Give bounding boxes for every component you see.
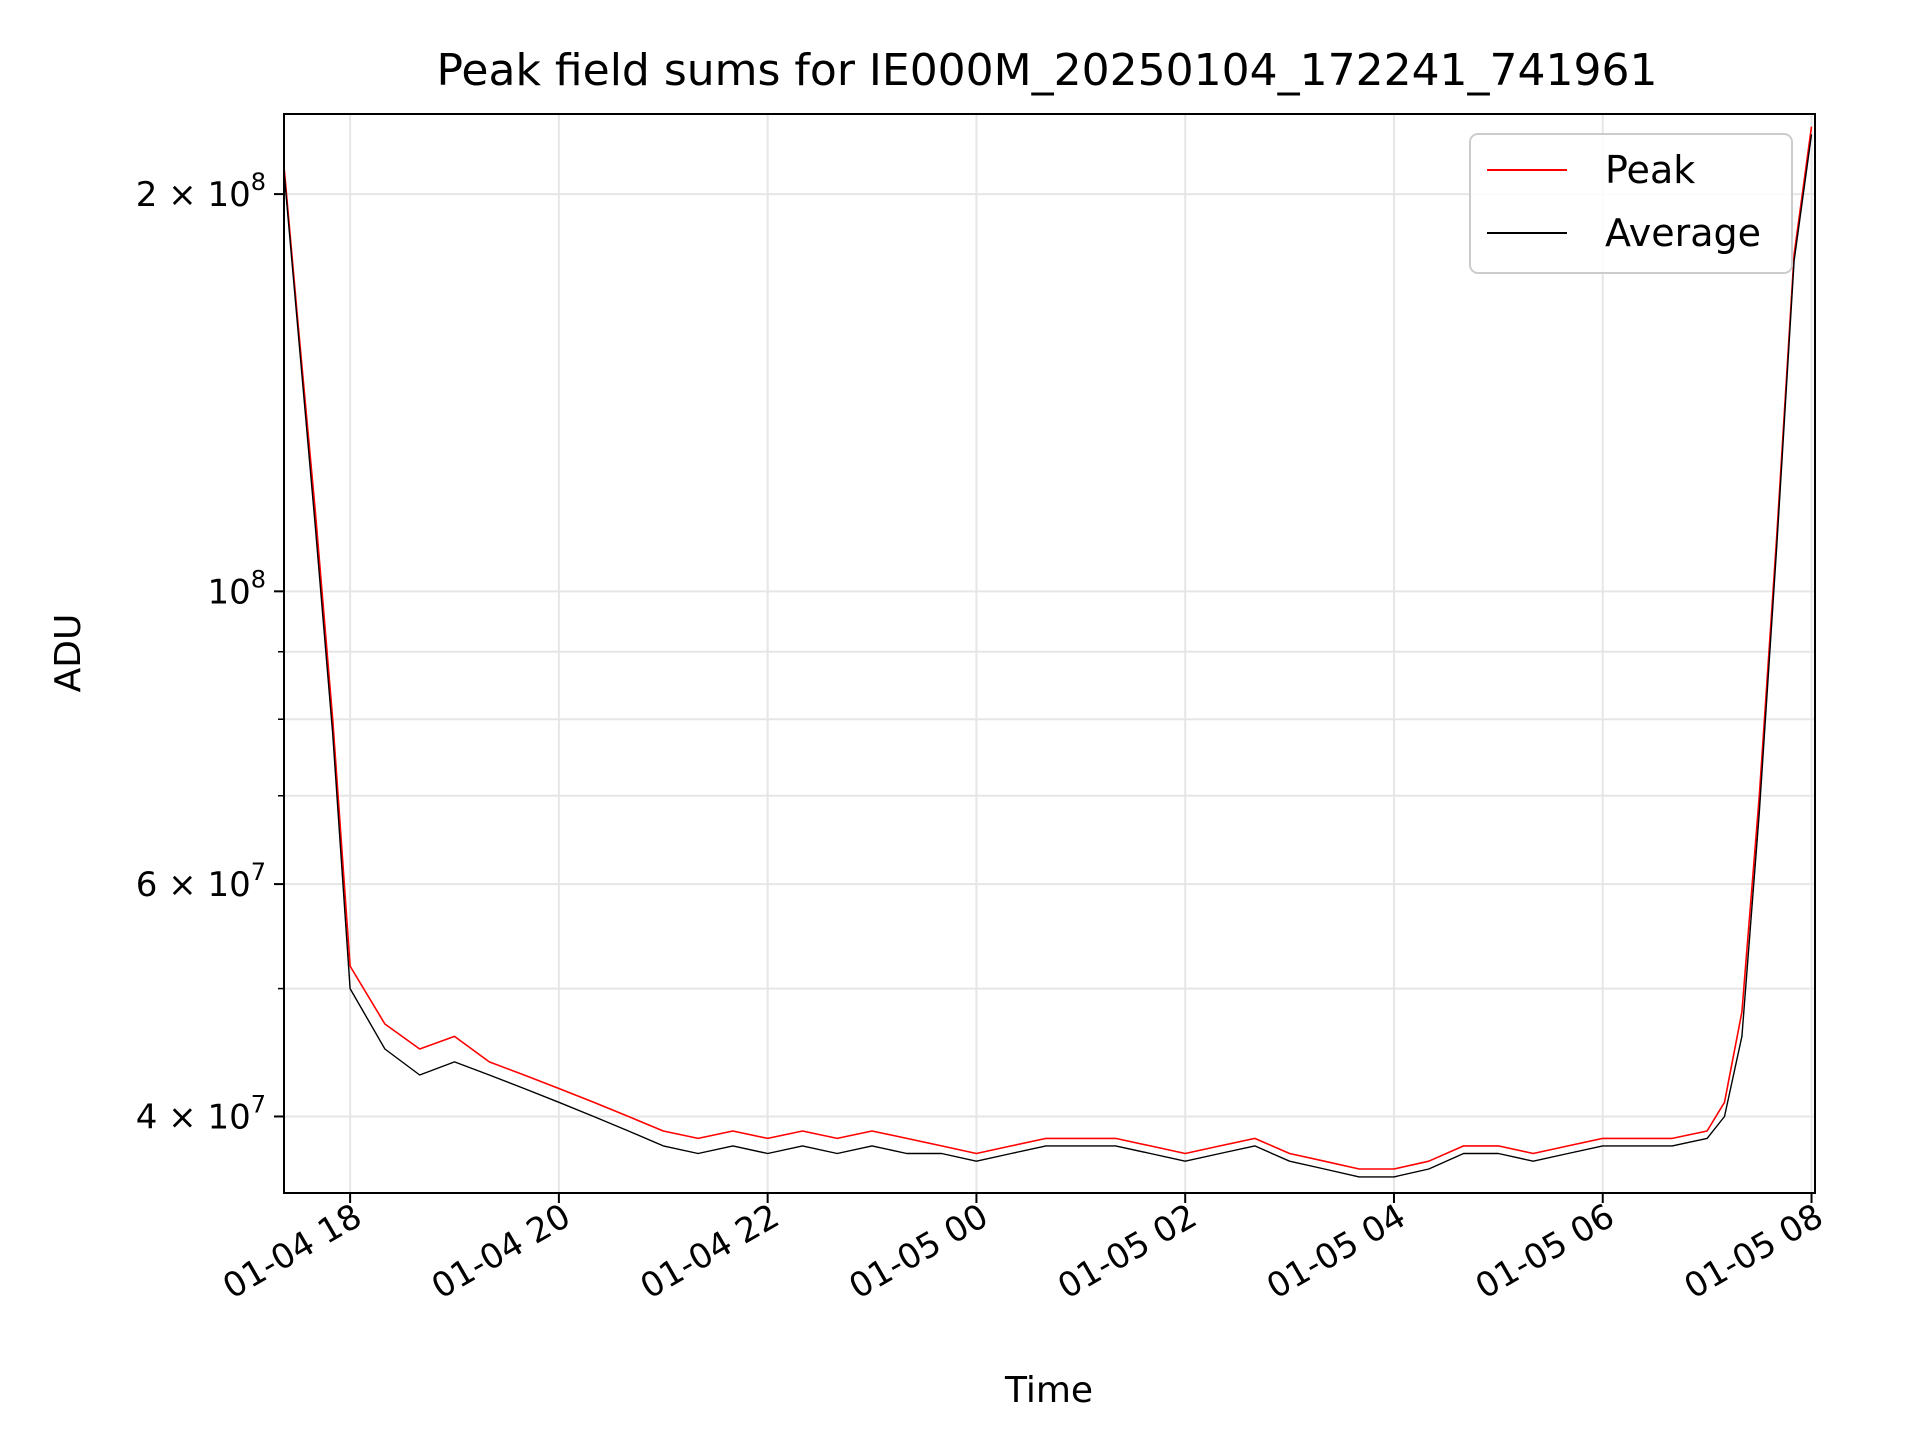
chart-title: Peak field sums for IE000M_20250104_1722… — [436, 45, 1657, 96]
legend-box — [1469, 133, 1793, 274]
y-tick-exponent: 7 — [251, 1090, 266, 1118]
plot-frame — [283, 113, 1816, 1194]
legend: Peak Average — [1469, 133, 1793, 274]
grid-layer — [284, 114, 1815, 1193]
y-tick-label: 6 × 107 — [136, 858, 266, 905]
legend-entry-average: Average — [1605, 211, 1761, 255]
y-tick-exponent: 8 — [251, 168, 266, 196]
legend-entry-peak: Peak — [1605, 148, 1695, 192]
series-line-peak — [283, 126, 1813, 1170]
y-tick-exponent: 8 — [251, 565, 266, 593]
y-tick-base: 6 × 10 — [136, 865, 251, 905]
y-tick-label: 2 × 108 — [136, 168, 266, 215]
y-tick-label: 4 × 107 — [136, 1090, 266, 1137]
y-axis-label: ADU — [48, 614, 89, 693]
y-tick-base: 10 — [207, 572, 250, 612]
y-tick-base: 4 × 10 — [136, 1097, 251, 1137]
series-line-average — [283, 134, 1813, 1178]
y-tick-label: 108 — [207, 565, 266, 612]
y-tick-exponent: 7 — [251, 858, 266, 886]
series-layer — [283, 126, 1813, 1178]
y-tick-base: 2 × 10 — [136, 175, 251, 215]
x-axis-label: Time — [1004, 1370, 1093, 1411]
